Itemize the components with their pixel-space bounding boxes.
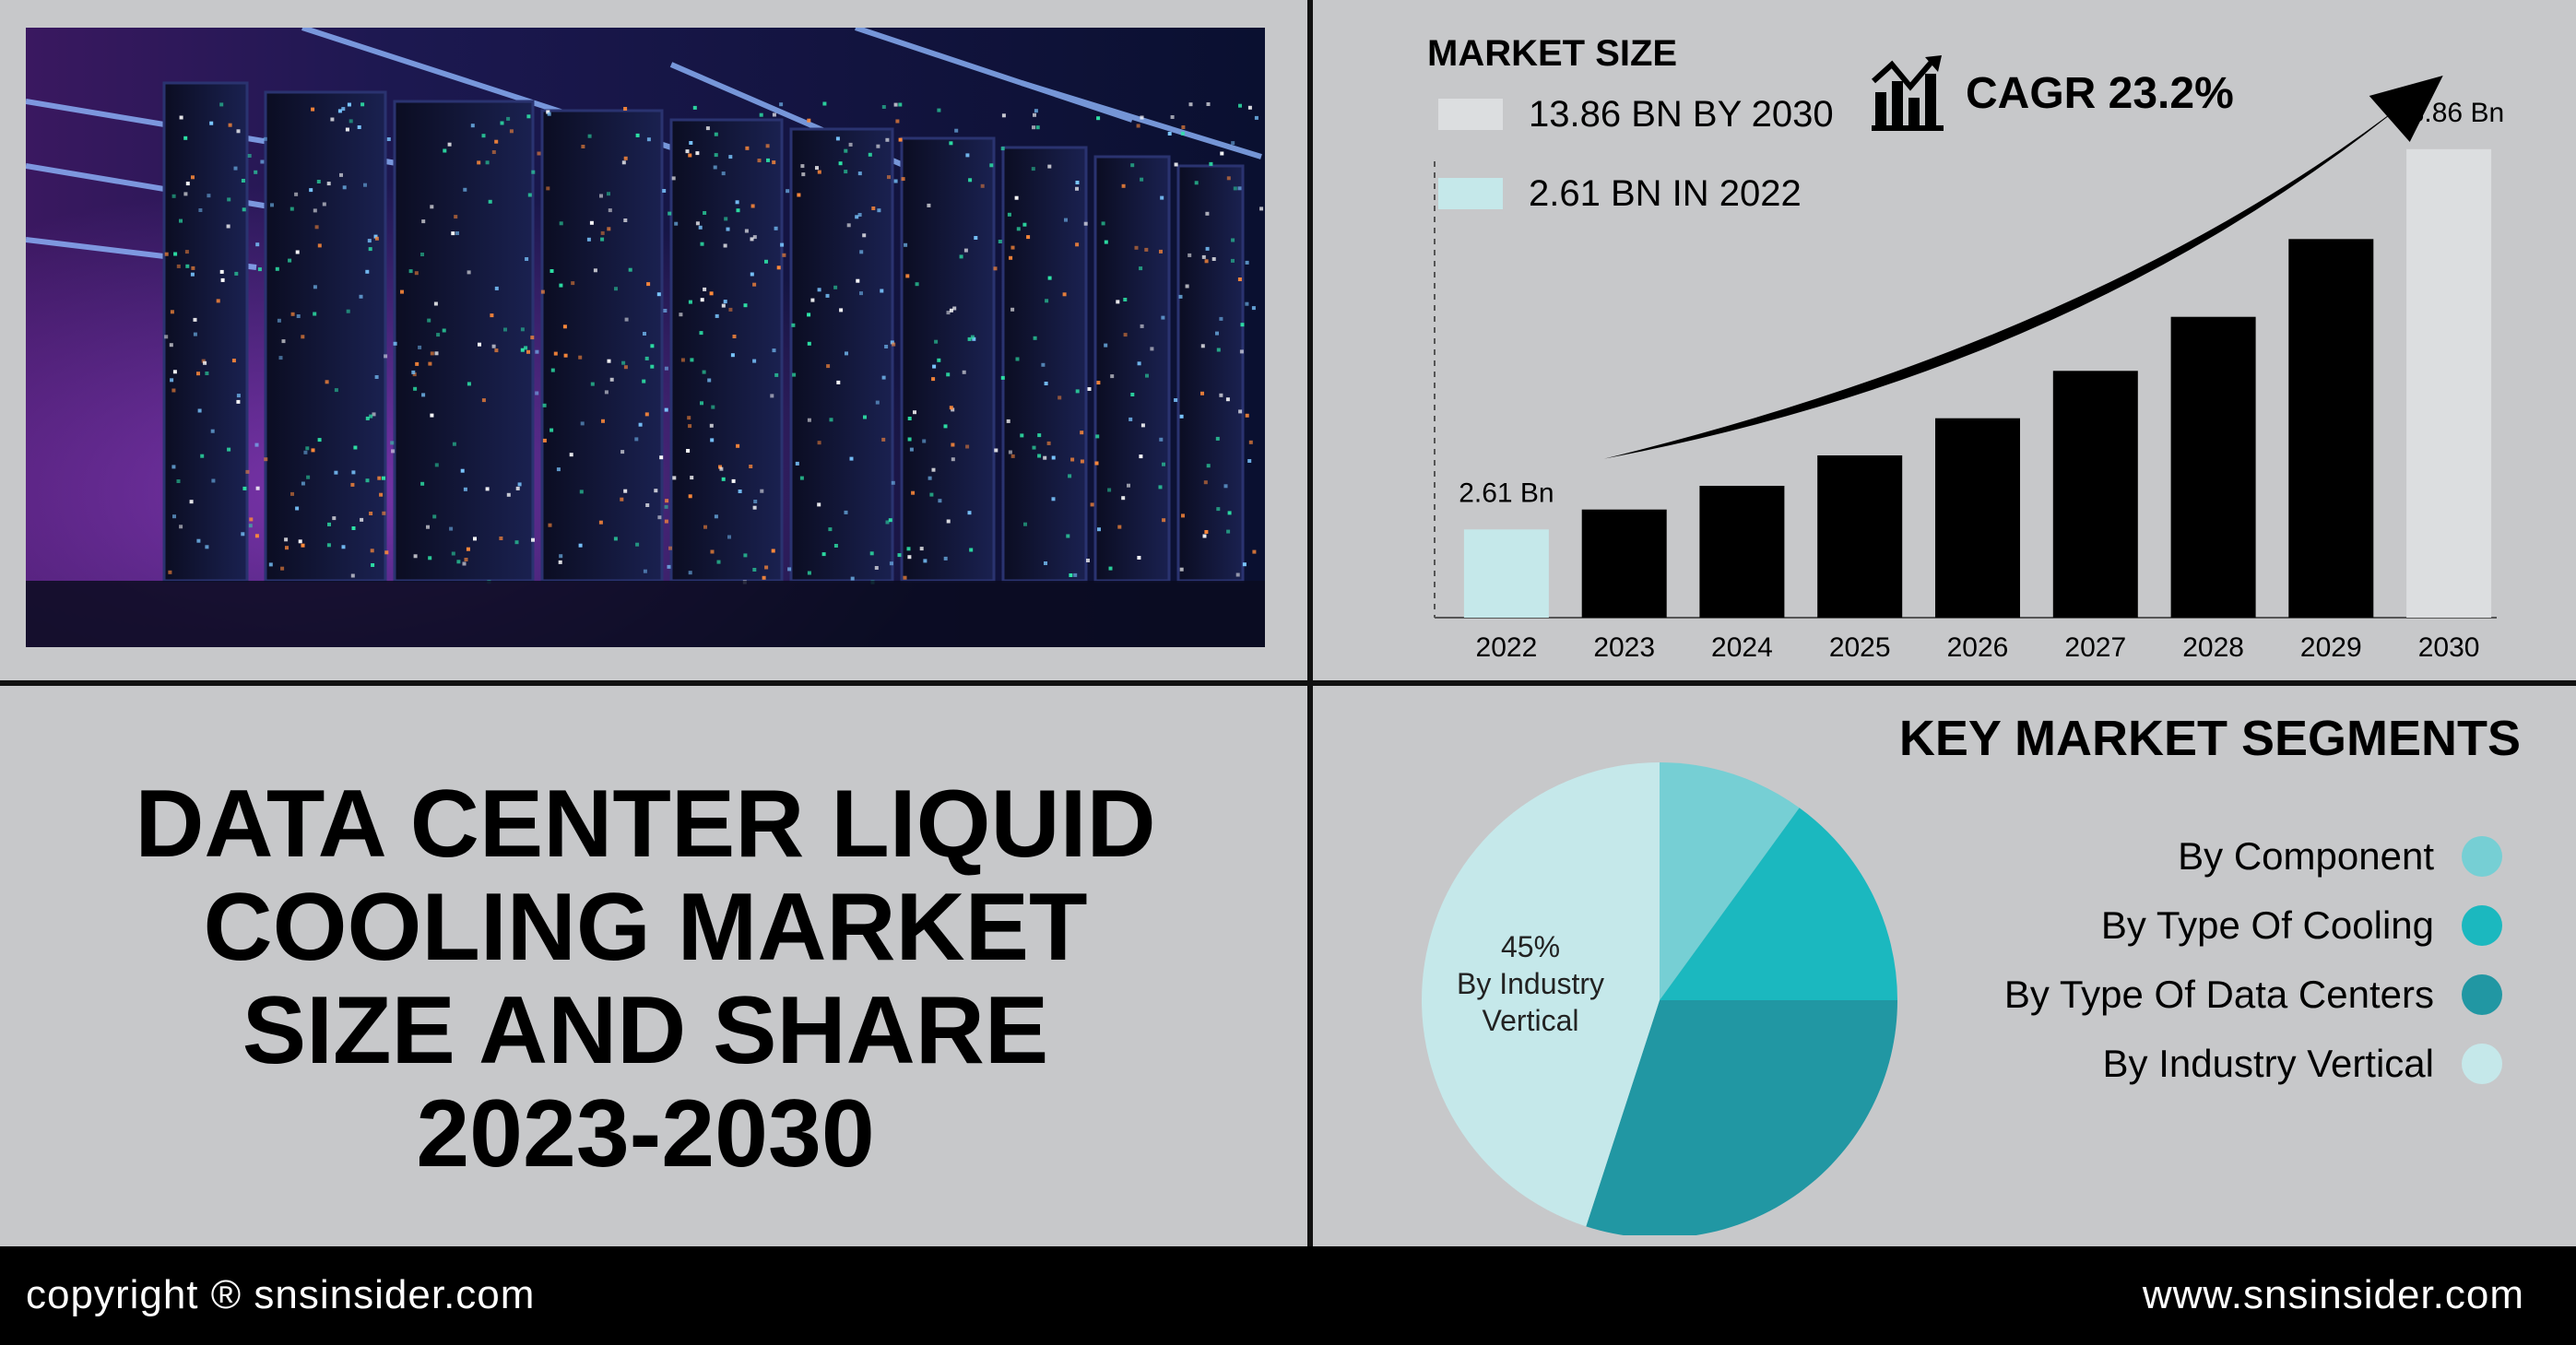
title-line: 2023-2030 [416, 1080, 875, 1187]
segment-label: By Type Of Data Centers [2003, 973, 2434, 1016]
legend-item-2030: 13.86 BN BY 2030 [1438, 93, 1834, 135]
market-size-bar-chart: 2022 2.61 Bn 2023 2024 2025 2026 2027 2028 2029 2… [1434, 76, 2504, 663]
bar-2026 [1935, 418, 2020, 618]
legend-label: 13.86 BN BY 2030 [1529, 93, 1834, 135]
data-label: 13.86 Bn [2393, 98, 2504, 128]
bar-2027 [2052, 371, 2138, 618]
pie-slice-3 [1586, 1000, 1897, 1235]
pie-slice-1 [1660, 762, 1800, 1000]
horizontal-divider [0, 680, 2576, 686]
bar-2025 [1817, 455, 1903, 618]
market-size-label: MARKET SIZE [1427, 33, 1678, 74]
segment-dot [2462, 974, 2502, 1015]
cagr-block: CAGR 23.2% [1868, 53, 2234, 133]
title-line: SIZE AND SHARE [242, 977, 1049, 1084]
bar-2022 [1463, 529, 1549, 618]
segments-pie-chart: 45% By Industry Vertical [1422, 762, 1897, 1235]
title-line: DATA CENTER LIQUID [135, 771, 1156, 878]
bar-2023 [1581, 509, 1667, 618]
pie-slice-label: By Industry [1457, 967, 1604, 1000]
segment-label: By Component [2178, 834, 2434, 878]
x-tick-label: 2023 [1593, 632, 1655, 663]
pie-slice-4 [1422, 762, 1660, 1227]
growth-arrow-head [2369, 76, 2443, 142]
legend-swatch [1438, 178, 1503, 209]
growth-chart-icon [1871, 55, 1944, 131]
x-tick-label: 2030 [2418, 632, 2480, 663]
segment-legend-item: By Type Of Data Centers [2004, 973, 2502, 1017]
x-tick-label: 2025 [1829, 632, 1891, 663]
segment-dot [2462, 905, 2502, 946]
x-tick-label: 2022 [1476, 632, 1538, 663]
footer-bar: copyright ® snsinsider.com www.snsinside… [0, 1246, 2576, 1345]
x-tick-label: 2024 [1711, 632, 1773, 663]
bar-2029 [2288, 239, 2374, 618]
pie-slice-2 [1660, 808, 1897, 1000]
bar-2024 [1699, 486, 1785, 618]
segment-dot [2462, 836, 2502, 877]
pie-slice-label: 45% [1501, 930, 1560, 963]
pie-slice-label: Vertical [1483, 1004, 1579, 1037]
x-tick-label: 2029 [2300, 632, 2362, 663]
website-link[interactable]: www.snsinsider.com [2142, 1272, 2524, 1317]
segment-label: By Industry Vertical [2102, 1042, 2434, 1085]
segment-label: By Type Of Cooling [2100, 903, 2434, 947]
x-tick-label: 2027 [2064, 632, 2126, 663]
legend-swatch [1438, 99, 1503, 130]
x-tick-label: 2028 [2182, 632, 2244, 663]
segment-legend-item: By Type Of Cooling [2101, 903, 2502, 948]
legend-item-2022: 2.61 BN IN 2022 [1438, 172, 1802, 214]
segment-dot [2462, 1044, 2502, 1084]
vertical-divider [1307, 0, 1313, 1246]
report-title: DATA CENTER LIQUID COOLING MARKET SIZE A… [37, 773, 1254, 1186]
segment-legend-item: By Industry Vertical [2103, 1042, 2502, 1086]
segment-legend-item: By Component [2178, 834, 2502, 879]
key-market-segments-title: KEY MARKET SEGMENTS [1898, 711, 2521, 766]
server-room-photo [26, 28, 1265, 647]
bar-2028 [2170, 316, 2256, 618]
copyright-text: copyright ® snsinsider.com [26, 1272, 536, 1317]
legend-label: 2.61 BN IN 2022 [1529, 172, 1802, 214]
cagr-value: CAGR 23.2% [1966, 68, 2234, 118]
data-label: 2.61 Bn [1459, 478, 1554, 508]
title-line: COOLING MARKET [203, 874, 1088, 981]
bar-2030 [2406, 148, 2492, 619]
x-tick-label: 2026 [1947, 632, 2009, 663]
